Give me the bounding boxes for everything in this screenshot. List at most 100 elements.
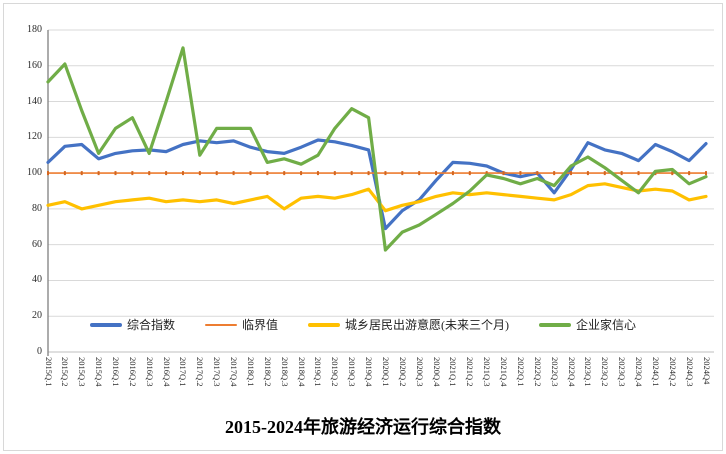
x-tick-label-2015Q.4: 2015Q.4	[94, 357, 105, 387]
marker-critical-value	[198, 171, 201, 176]
marker-critical-value	[384, 171, 387, 176]
legend: 综合指数 临界值 城乡居民出游意愿(未来三个月) 企业家信心	[0, 316, 726, 333]
x-tick-label-2017Q.4: 2017Q.4	[229, 357, 240, 387]
marker-critical-value	[435, 171, 438, 176]
x-tick-label-2018Q.1: 2018Q.1	[245, 357, 256, 387]
chart-title: 2015-2024年旅游经济运行综合指数	[225, 417, 501, 437]
marker-critical-value	[671, 171, 674, 176]
marker-critical-value	[316, 171, 319, 176]
y-tick-label-80: 80	[32, 202, 42, 214]
x-tick-label-2017Q.1: 2017Q.1	[178, 357, 189, 387]
marker-critical-value	[63, 171, 66, 176]
x-tick-label-2022Q.4: 2022Q.4	[566, 357, 577, 387]
y-tick-label-60: 60	[32, 238, 42, 250]
marker-critical-value	[333, 171, 336, 176]
marker-critical-value	[114, 171, 117, 176]
legend-item-composite-index: 综合指数	[89, 316, 175, 333]
x-tick-label-2020Q.2: 2020Q.2	[397, 357, 408, 387]
y-tick-label-120: 120	[27, 131, 42, 143]
marker-critical-value	[485, 171, 488, 176]
x-tick-label-2024Q.1: 2024Q.1	[650, 357, 661, 387]
x-tick-label-2022Q.2: 2022Q.2	[532, 357, 543, 387]
y-tick-label-20: 20	[32, 310, 42, 322]
x-tick-label-2015Q.2: 2015Q.2	[60, 357, 71, 387]
marker-critical-value	[300, 171, 303, 176]
marker-critical-value	[468, 171, 471, 176]
x-tick-label-2015Q.1: 2015Q.1	[43, 357, 54, 387]
marker-critical-value	[249, 171, 252, 176]
x-tick-label-2023Q.1: 2023Q.1	[583, 357, 594, 387]
marker-critical-value	[519, 171, 522, 176]
marker-critical-value	[80, 171, 83, 176]
x-tick-label-2022Q.3: 2022Q.3	[549, 357, 560, 387]
x-tick-label-2017Q.2: 2017Q.2	[195, 357, 206, 387]
marker-critical-value	[451, 171, 454, 176]
y-tick-label-0: 0	[37, 346, 42, 357]
x-tick-label-2021Q.2: 2021Q.2	[465, 357, 476, 387]
y-tick-label-40: 40	[32, 274, 42, 286]
marker-critical-value	[131, 171, 134, 176]
marker-critical-value	[536, 171, 539, 176]
line-entrepreneur-confidence	[46, 46, 708, 252]
marker-critical-value	[47, 171, 49, 176]
legend-label-entrepreneur-confidence: 企业家信心	[576, 318, 637, 332]
marker-critical-value	[586, 171, 589, 176]
legend-item-entrepreneur-confidence: 企业家信心	[539, 316, 636, 333]
legend-swatch-entrepreneur-confidence	[539, 322, 571, 327]
legend-item-travel-intention: 城乡居民出游意愿(未来三个月)	[308, 316, 509, 333]
marker-critical-value	[181, 171, 184, 176]
marker-critical-value	[502, 171, 505, 176]
legend-label-critical-value: 临界值	[241, 318, 278, 332]
x-tick-label-2018Q.2: 2018Q.2	[262, 357, 273, 387]
x-tick-label-2018Q.4: 2018Q.4	[296, 357, 307, 387]
marker-critical-value	[97, 171, 100, 176]
marker-critical-value	[367, 171, 370, 176]
marker-critical-value	[165, 171, 168, 176]
x-tick-label-2016Q.3: 2016Q.3	[144, 357, 155, 387]
marker-critical-value	[283, 171, 286, 176]
x-tick-label-2023Q.4: 2023Q.4	[634, 357, 645, 387]
marker-critical-value	[232, 171, 235, 176]
x-tick-label-2023Q.3: 2023Q.3	[617, 357, 628, 387]
marker-critical-value	[553, 171, 556, 176]
x-tick-label-2021Q.3: 2021Q.3	[482, 357, 493, 387]
x-tick-label-2024Q.2: 2024Q.2	[667, 357, 678, 387]
marker-critical-value	[603, 171, 606, 176]
x-tick-label-2019Q.2: 2019Q.2	[330, 357, 341, 387]
legend-label-composite-index: 综合指数	[126, 318, 175, 332]
marker-critical-value	[215, 171, 218, 176]
x-tick-label-2022Q.1: 2022Q.1	[515, 357, 526, 387]
marker-critical-value	[637, 171, 640, 176]
legend-label-travel-intention: 城乡居民出游意愿(未来三个月)	[345, 318, 509, 332]
x-tick-label-2019Q.4: 2019Q.4	[364, 357, 375, 387]
x-tick-label-2021Q.4: 2021Q.4	[499, 357, 510, 387]
x-tick-label-2019Q.1: 2019Q.1	[313, 357, 324, 387]
marker-critical-value	[570, 171, 573, 176]
x-tick-label-2023Q.2: 2023Q.2	[600, 357, 611, 387]
legend-item-critical-value: 临界值	[204, 316, 278, 333]
legend-swatch-composite-index	[89, 322, 122, 327]
x-tick-label-2024Q.3: 2024Q.3	[684, 357, 695, 387]
line-travel-intention	[46, 182, 708, 213]
marker-critical-value	[401, 171, 404, 176]
x-tick-label-2016Q.2: 2016Q.2	[127, 357, 138, 387]
x-tick-label-2016Q.4: 2016Q.4	[161, 357, 172, 387]
x-tick-label-2021Q.1: 2021Q.1	[448, 357, 459, 387]
legend-swatch-critical-value	[204, 323, 237, 326]
x-tick-label-2020Q.1: 2020Q.1	[380, 357, 391, 387]
marker-critical-value	[418, 171, 421, 176]
marker-critical-value	[148, 171, 151, 176]
marker-critical-value	[266, 171, 269, 176]
y-tick-label-140: 140	[27, 95, 42, 107]
plot-area	[46, 29, 714, 356]
x-tick-label-2020Q.3: 2020Q.3	[414, 357, 425, 387]
x-tick-label-2019Q.3: 2019Q.3	[347, 357, 358, 387]
x-tick-label-2015Q.3: 2015Q.3	[77, 357, 88, 387]
y-tick-label-180: 180	[27, 24, 42, 35]
marker-critical-value	[620, 171, 623, 176]
x-tick-label-2016Q.1: 2016Q.1	[110, 357, 121, 387]
x-tick-label-2017Q.3: 2017Q.3	[212, 357, 223, 387]
marker-critical-value	[350, 171, 353, 176]
x-tick-label-2020Q.4: 2020Q.4	[431, 357, 442, 387]
x-tick-label-2024Q4: 2024Q4	[701, 357, 712, 385]
